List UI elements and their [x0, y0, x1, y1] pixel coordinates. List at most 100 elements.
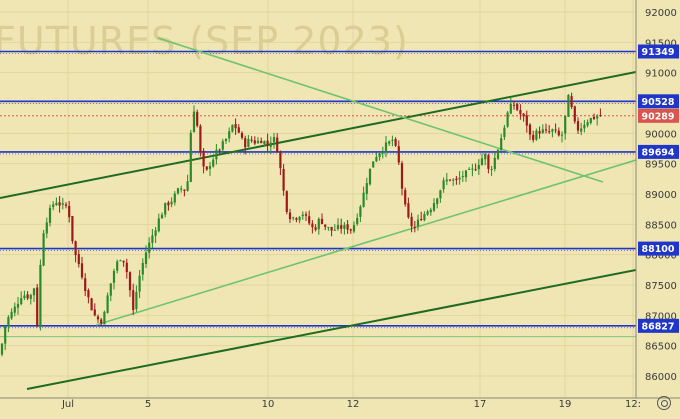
candle-body [468, 168, 471, 170]
candle-body [394, 138, 397, 146]
candle-body [39, 264, 42, 326]
candle-body [532, 134, 535, 140]
candle-body [10, 311, 13, 319]
trendline [157, 37, 604, 183]
candle-body [509, 103, 512, 114]
candle-body [420, 218, 423, 221]
candle-body [378, 153, 381, 158]
candle-body [359, 206, 362, 217]
candle-body [352, 225, 356, 232]
candle-body [84, 278, 87, 292]
x-tick-label: 12: [625, 399, 641, 410]
candle-body [320, 218, 324, 224]
candle-body [368, 168, 372, 185]
candle-body [148, 242, 151, 253]
candle-body [183, 189, 186, 191]
y-tick-label: 89500 [645, 160, 677, 171]
y-tick-label: 89000 [645, 190, 677, 201]
candle-body [477, 164, 480, 170]
candle-body [157, 218, 160, 232]
candle-body [212, 159, 215, 167]
candle-body [500, 138, 503, 151]
candle-body [493, 157, 496, 169]
candle-body [160, 214, 164, 219]
candle-body [272, 137, 276, 142]
candle-body [458, 177, 461, 180]
candle-body [586, 122, 589, 126]
candle-body [276, 137, 279, 153]
candle-body [87, 290, 90, 298]
y-tick-label: 87500 [645, 281, 677, 292]
candle-body [292, 217, 295, 219]
candle-body [240, 133, 244, 138]
candle-body [32, 288, 36, 296]
candle-body [308, 216, 311, 224]
x-tick-label: 19 [559, 399, 572, 410]
candle-body [461, 176, 464, 178]
candle-body [116, 261, 119, 271]
x-tick-label: 12 [347, 399, 360, 410]
candle-body [519, 110, 522, 115]
candle-body [176, 188, 180, 194]
y-tick-label: 90000 [645, 129, 677, 140]
candle-body [381, 151, 384, 154]
candle-body [26, 294, 29, 299]
candle-body [135, 291, 138, 309]
candle-body [324, 224, 327, 227]
candle-body [109, 283, 112, 296]
candle-body [234, 123, 237, 129]
level-tag [638, 144, 679, 159]
settings-icon[interactable] [657, 396, 671, 410]
candle-body [330, 226, 333, 231]
candle-body [288, 212, 292, 220]
candle-body [557, 130, 560, 136]
candle-body [186, 181, 189, 191]
candle-body [119, 260, 122, 262]
candle-body [522, 113, 525, 117]
trendline [95, 159, 637, 326]
candle-body [544, 129, 548, 131]
candle-body [362, 192, 365, 207]
candle-body [4, 326, 7, 344]
candle-body [452, 179, 455, 181]
candle-body [7, 317, 10, 327]
candle-body [372, 161, 375, 168]
y-tick-label: 88000 [645, 251, 677, 262]
candle-body [154, 230, 157, 236]
x-tick-label: 17 [474, 399, 487, 410]
candle-body [317, 218, 320, 230]
candle-body [487, 155, 490, 169]
candle-body [71, 216, 74, 242]
candle-body [442, 180, 445, 190]
candle-body [77, 254, 80, 265]
level-tag-label: 86827 [641, 321, 674, 332]
candle-body [426, 211, 429, 215]
level-tag-label: 91349 [641, 47, 674, 58]
candle-body [13, 306, 16, 313]
candle-body [23, 295, 26, 299]
candle-body [573, 106, 576, 122]
candle-body [445, 179, 448, 182]
candle-body [388, 141, 391, 144]
y-tick-label: 92000 [645, 8, 677, 19]
candle-body [122, 260, 125, 263]
candle-body [80, 263, 84, 278]
candle-body [189, 132, 192, 182]
candle-body [311, 223, 314, 228]
candle-body [282, 168, 285, 191]
level-tag [638, 44, 679, 59]
candle-body [541, 129, 544, 133]
candle-body [429, 209, 432, 213]
candle-body [512, 104, 516, 106]
candle-body [375, 156, 378, 162]
candle-body [407, 203, 410, 218]
candle-body [16, 303, 20, 308]
candle-body [48, 207, 52, 223]
x-tick-label: Jul [61, 399, 74, 410]
candle-body [538, 131, 541, 134]
candle-body [269, 142, 272, 147]
candle-body [423, 214, 426, 221]
candle-body [58, 202, 61, 206]
candle-body [202, 150, 205, 167]
candle-body [516, 104, 519, 110]
